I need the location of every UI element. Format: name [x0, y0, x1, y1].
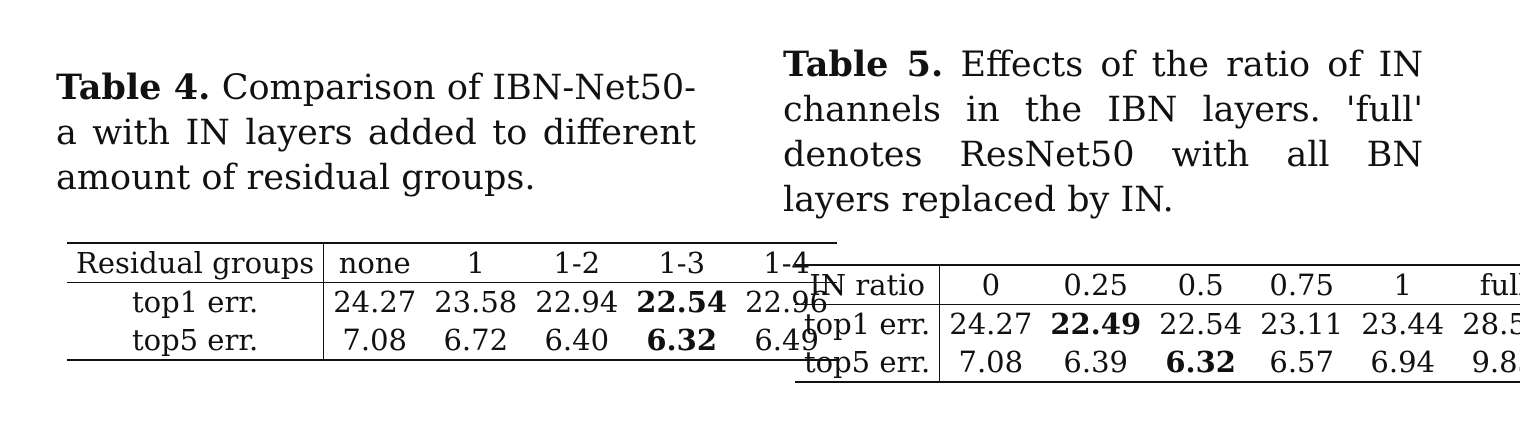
table4-cell: 24.27: [333, 285, 417, 319]
table4-cell: 7.08: [323, 321, 426, 361]
table4-row-label: top1 err.: [67, 282, 325, 321]
table5-cell: 6.57: [1251, 343, 1353, 383]
table4-cell: 23.58: [434, 285, 518, 319]
table5-header-cell: 0: [939, 264, 1042, 305]
table5-caption: Table 5. Effects of the ratio of IN chan…: [783, 42, 1423, 223]
table5-header-cell: IN ratio: [795, 264, 941, 305]
table5-label: Table 5.: [783, 44, 944, 85]
table4: Residual groups none 1 1-2 1-3 1-4 top1 …: [67, 242, 838, 361]
table-row: top5 err. 7.08 6.39 6.32 6.57 6.94 9.83: [795, 343, 1520, 383]
table-row: top1 err. 24.27 22.49 22.54 23.11 23.44 …: [795, 304, 1520, 343]
table4-cell: 22.94: [535, 285, 619, 319]
table5-cell: 7.08: [939, 343, 1042, 383]
table5-header-row: IN ratio 0 0.25 0.5 0.75 1 full: [795, 264, 1520, 305]
table-row: top1 err. 24.27 23.58 22.94 22.54 22.96: [67, 282, 837, 321]
table4-label: Table 4.: [56, 67, 211, 108]
table4-cell: 6.40: [526, 321, 628, 361]
table4-header-cell: Residual groups: [67, 242, 325, 283]
table4-caption: Table 4. Comparison of IBN-Net50-a with …: [56, 65, 696, 201]
table4-cell-best: 22.54: [636, 285, 728, 319]
table4-header-cell: none: [323, 242, 426, 283]
table5-header-cell: 0.5: [1150, 264, 1252, 305]
table4-header-cell: 1-3: [627, 242, 737, 283]
table5-header-cell: 0.25: [1041, 264, 1151, 305]
table5-cell: 24.27: [949, 307, 1033, 341]
table5-header-cell: 0.75: [1251, 264, 1353, 305]
table5-cell: 23.44: [1361, 307, 1445, 341]
table5-row-label: top1 err.: [795, 304, 941, 343]
table4-cell: 6.72: [425, 321, 527, 361]
table5: IN ratio 0 0.25 0.5 0.75 1 full top1 err…: [795, 264, 1520, 383]
table5-cell: 28.56: [1462, 307, 1520, 341]
table5-header-cell: full: [1453, 264, 1520, 305]
table5-cell: 22.54: [1159, 307, 1243, 341]
table-row: top5 err. 7.08 6.72 6.40 6.32 6.49: [67, 321, 838, 361]
table4-header-row: Residual groups none 1 1-2 1-3 1-4: [67, 242, 838, 283]
table5-cell-best: 22.49: [1050, 307, 1142, 341]
table4-cell-best: 6.32: [627, 321, 737, 361]
table5-row-label: top5 err.: [795, 343, 941, 383]
table5-cell: 6.39: [1041, 343, 1151, 383]
table5-cell: 9.83: [1453, 343, 1520, 383]
table5-cell: 23.11: [1260, 307, 1344, 341]
table4-header-cell: 1: [425, 242, 527, 283]
table4-header-cell: 1-2: [526, 242, 628, 283]
table5-cell: 6.94: [1352, 343, 1454, 383]
table5-caption-text: Effects of the ratio of IN channels in t…: [783, 45, 1423, 220]
table5-cell-best: 6.32: [1150, 343, 1252, 383]
table5-header-cell: 1: [1352, 264, 1454, 305]
table4-row-label: top5 err.: [67, 321, 325, 361]
table4-caption-text: Comparison of IBN-Net50-a with IN layers…: [56, 68, 696, 198]
